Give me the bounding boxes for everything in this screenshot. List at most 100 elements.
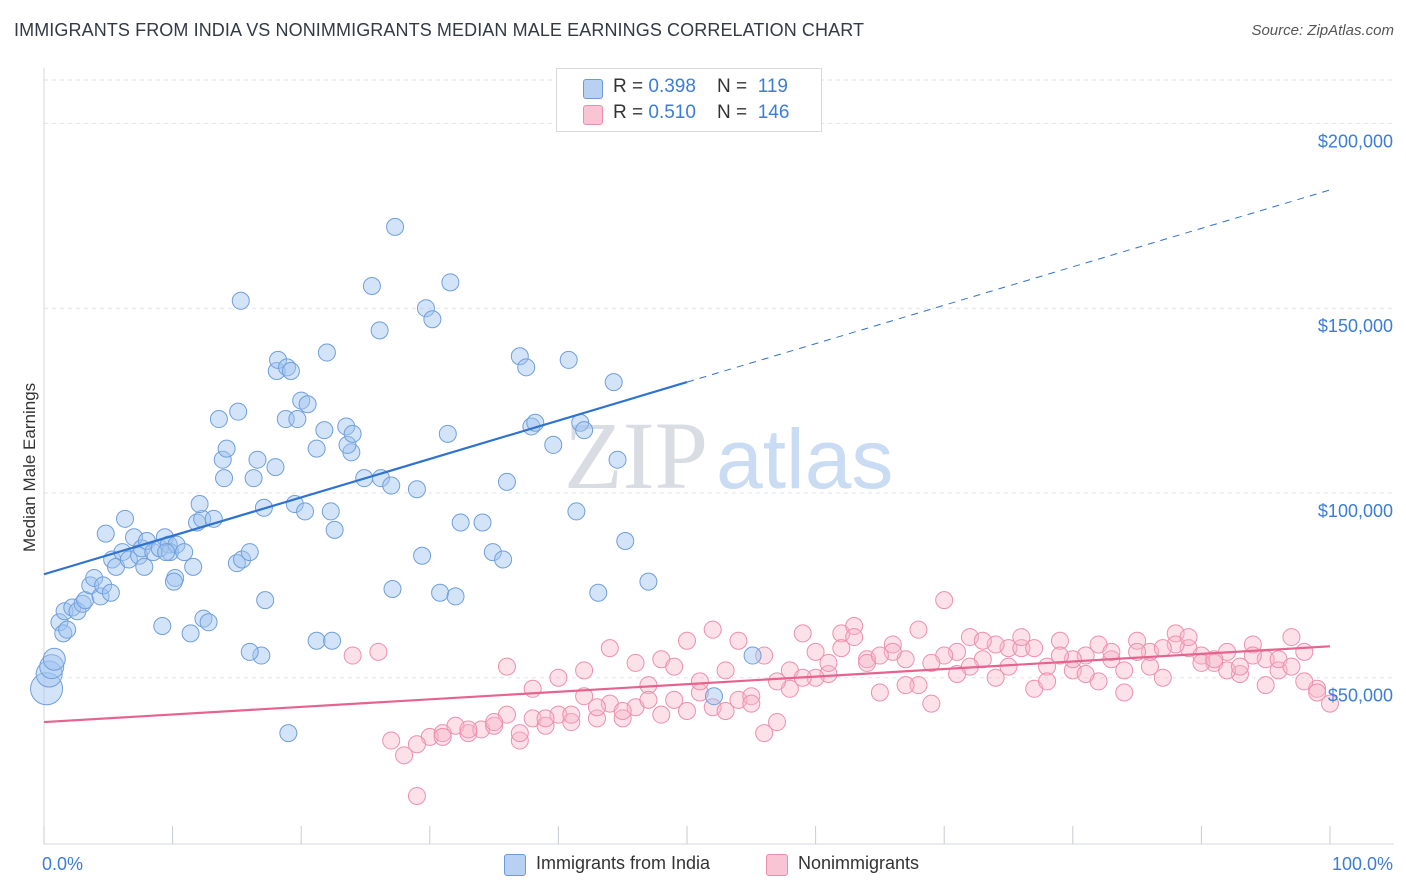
data-point-india — [544, 435, 563, 454]
data-point-nonimmigrants — [665, 657, 684, 676]
data-point-india — [431, 583, 450, 602]
data-point-nonimmigrants — [768, 672, 787, 691]
data-point-nonimmigrants — [678, 701, 696, 720]
data-point-nonimmigrants — [1308, 683, 1327, 702]
data-point-india — [217, 439, 236, 458]
data-point-india — [307, 439, 326, 458]
data-point-nonimmigrants — [497, 657, 516, 676]
data-point-nonimmigrants — [395, 746, 414, 765]
series-nonimmigrants — [343, 591, 1339, 805]
data-point-nonimmigrants — [845, 628, 864, 647]
data-point-india — [517, 358, 536, 377]
data-point-india — [343, 424, 362, 443]
data-point-india — [451, 513, 470, 532]
data-point-india — [604, 373, 623, 392]
legend-r-label: R = — [613, 76, 649, 97]
data-point-india — [483, 543, 502, 562]
trend-line-india-extension — [686, 189, 1331, 383]
trend-line-nonimmigrants — [43, 645, 1331, 724]
data-point-nonimmigrants — [575, 661, 594, 680]
y-tick-label: $200,000 — [1318, 131, 1393, 151]
legend-r-value-nonimmigrants: 0.510 — [648, 102, 696, 123]
legend-n-value-nonimmigrants: 146 — [757, 102, 790, 123]
data-point-india — [321, 502, 340, 521]
data-point-india — [194, 609, 213, 628]
data-point-nonimmigrants — [716, 701, 735, 720]
data-point-india — [119, 550, 138, 569]
legend-swatch-india — [583, 79, 603, 99]
data-point-nonimmigrants — [575, 687, 594, 706]
data-point-nonimmigrants — [703, 620, 722, 639]
data-point-nonimmigrants — [510, 724, 529, 743]
data-point-india — [231, 291, 250, 310]
data-point-nonimmigrants — [523, 679, 542, 698]
data-point-india — [135, 557, 154, 576]
data-point-nonimmigrants — [343, 646, 362, 665]
y-axis-label: Median Male Earnings — [20, 382, 39, 552]
data-point-india — [323, 631, 342, 650]
data-point-india — [181, 624, 200, 643]
data-point-nonimmigrants — [678, 631, 696, 650]
bottom-legend-swatch-india — [504, 854, 526, 876]
data-point-india — [567, 502, 586, 521]
data-point-india — [215, 469, 234, 488]
trend-line-india — [43, 381, 688, 576]
data-point-india — [494, 550, 513, 569]
data-point-nonimmigrants — [1205, 650, 1224, 669]
data-point-nonimmigrants — [1282, 657, 1301, 676]
data-point-india — [416, 299, 435, 318]
trend-lines — [43, 189, 1331, 724]
data-point-india — [281, 362, 300, 381]
data-point-nonimmigrants — [459, 720, 478, 739]
bottom-legend-label-nonimmigrants: Nonimmigrants — [798, 853, 920, 873]
data-point-india — [639, 572, 658, 591]
data-point-india — [575, 421, 594, 440]
data-point-nonimmigrants — [613, 709, 632, 728]
x-tick-label: 0.0% — [42, 854, 83, 874]
data-point-india — [317, 343, 336, 362]
data-point-nonimmigrants — [1321, 694, 1339, 713]
data-point-india — [35, 660, 63, 688]
data-point-nonimmigrants — [832, 639, 851, 658]
data-point-india — [315, 421, 334, 440]
data-point-nonimmigrants — [1025, 639, 1044, 658]
data-point-india — [589, 583, 608, 602]
data-point-nonimmigrants — [1282, 628, 1301, 647]
data-point-nonimmigrants — [690, 672, 709, 691]
data-point-india — [167, 535, 186, 554]
data-point-nonimmigrants — [639, 690, 658, 709]
data-point-india — [279, 724, 298, 743]
data-point-nonimmigrants — [1140, 657, 1159, 676]
legend-n-label: N = — [717, 102, 753, 123]
data-point-nonimmigrants — [407, 735, 426, 754]
x-tick-label: 100.0% — [1332, 854, 1393, 874]
data-point-india — [227, 554, 246, 573]
data-point-nonimmigrants — [742, 687, 761, 706]
data-point-india — [39, 654, 65, 680]
data-point-nonimmigrants — [870, 646, 889, 665]
data-point-india — [58, 620, 77, 639]
data-point-nonimmigrants — [536, 709, 555, 728]
data-point-nonimmigrants — [1230, 657, 1249, 676]
data-point-nonimmigrants — [1179, 628, 1198, 647]
data-point-nonimmigrants — [369, 642, 388, 661]
data-point-nonimmigrants — [562, 705, 581, 724]
data-point-nonimmigrants — [1050, 646, 1069, 665]
y-tick-label: $50,000 — [1328, 686, 1393, 706]
data-point-nonimmigrants — [922, 653, 941, 672]
data-point-india — [85, 568, 104, 587]
data-point-nonimmigrants — [986, 668, 1005, 687]
data-point-nonimmigrants — [716, 661, 735, 680]
data-point-nonimmigrants — [1153, 668, 1172, 687]
data-point-nonimmigrants — [1012, 628, 1031, 647]
data-point-india — [362, 277, 381, 296]
data-point-india — [161, 543, 180, 562]
data-point-nonimmigrants — [1295, 672, 1314, 691]
data-point-nonimmigrants — [665, 690, 684, 709]
data-point-nonimmigrants — [922, 694, 941, 713]
data-point-india — [382, 476, 401, 495]
data-point-india — [209, 410, 228, 429]
data-point-india — [338, 435, 357, 454]
y-tick-label: $100,000 — [1318, 501, 1393, 521]
